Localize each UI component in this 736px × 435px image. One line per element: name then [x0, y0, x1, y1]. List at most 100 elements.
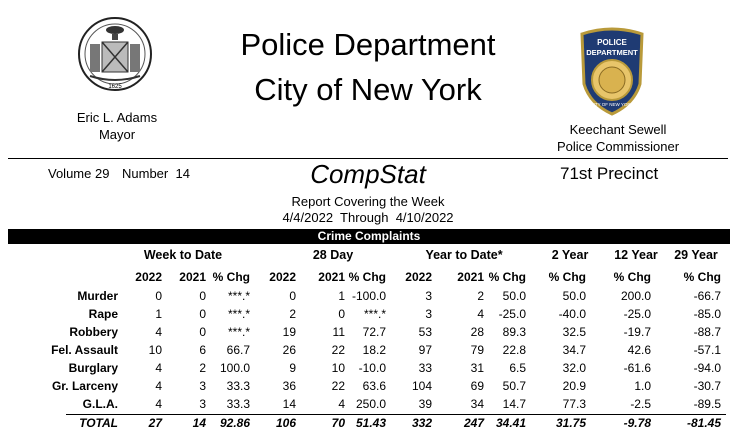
table-cell: 79 — [470, 343, 484, 357]
total-cell: 27 — [148, 416, 162, 430]
column-header: 2021 — [457, 270, 484, 284]
report-covering: Report Covering the Week — [291, 194, 445, 209]
total-cell: 70 — [331, 416, 345, 430]
seal-year: 1625 — [108, 84, 122, 90]
table-cell: 11 — [332, 325, 345, 339]
report-name: CompStat — [310, 159, 426, 189]
table-cell: 4 — [155, 325, 162, 339]
nyc-seal-icon: 1625 — [76, 14, 154, 98]
table-cell: 250.0 — [355, 397, 386, 411]
badge-line1: POLICE — [597, 38, 627, 47]
row-label: Robbery — [69, 325, 118, 339]
column-header: % Chg — [488, 270, 526, 284]
group-2-year: 2 Year — [551, 248, 589, 262]
table-cell: 3 — [199, 397, 206, 411]
table-cell: 66.7 — [226, 343, 250, 357]
commissioner-name: Keechant Sewell — [569, 122, 667, 137]
table-cell: 22.8 — [502, 343, 526, 357]
column-header: % Chg — [613, 270, 651, 284]
table-cell: 0 — [199, 289, 206, 303]
table-cell: 4 — [338, 397, 345, 411]
mayor-title: Mayor — [98, 127, 136, 142]
column-header: % Chg — [212, 270, 250, 284]
table-cell: 42.6 — [627, 343, 651, 357]
table-cell: -30.7 — [693, 379, 721, 393]
table-cell: 200.0 — [620, 289, 651, 303]
table-cell: 34.7 — [562, 343, 586, 357]
row-label: Murder — [77, 289, 118, 303]
table-cell: 4 — [155, 361, 162, 375]
table-cell: 72.7 — [362, 325, 386, 339]
table-cell: -10.0 — [358, 361, 386, 375]
total-cell: 34.41 — [495, 416, 526, 430]
table-cell: 39 — [418, 397, 432, 411]
table-cell: 69 — [470, 379, 484, 393]
table-cell: 100.0 — [219, 361, 250, 375]
table-cell: 50.0 — [502, 289, 526, 303]
table-cell: -25.0 — [623, 307, 651, 321]
column-header: 2021 — [318, 270, 345, 284]
table-cell: -66.7 — [693, 289, 721, 303]
column-header: % Chg — [683, 270, 721, 284]
table-cell: 104 — [411, 379, 432, 393]
table-cell: 20.9 — [562, 379, 586, 393]
table-cell: 0 — [199, 325, 206, 339]
table-cell: 50.0 — [562, 289, 586, 303]
report-dates: 4/4/2022 Through 4/10/2022 — [282, 210, 454, 225]
mayor-name: Eric L. Adams — [76, 110, 158, 125]
table-cell: 4 — [477, 307, 484, 321]
table-cell: 22 — [331, 379, 345, 393]
table-cell: 32.0 — [562, 361, 586, 375]
table-cell: -25.0 — [498, 307, 526, 321]
number-label: Number 14 — [122, 166, 190, 181]
table-cell: -94.0 — [693, 361, 721, 375]
column-header: 2022 — [135, 270, 162, 284]
total-cell: 106 — [275, 416, 296, 430]
table-cell: 63.6 — [362, 379, 386, 393]
total-cell: -9.78 — [623, 416, 651, 430]
table-cell: 77.3 — [562, 397, 586, 411]
column-header: % Chg — [548, 270, 586, 284]
table-cell: 97 — [418, 343, 432, 357]
table-cell: 0 — [155, 289, 162, 303]
table-cell: 19 — [282, 325, 296, 339]
table-cell: 89.3 — [502, 325, 526, 339]
row-label: G.L.A. — [82, 397, 118, 411]
total-cell: -81.45 — [686, 416, 721, 430]
police-badge-icon: POLICE DEPARTMENT CITY OF NEW YORK — [574, 24, 650, 118]
total-cell: 14 — [192, 416, 206, 430]
commissioner-title: Police Commissioner — [556, 139, 680, 154]
total-cell: 31.75 — [555, 416, 586, 430]
table-cell: 0 — [199, 307, 206, 321]
table-cell: 6 — [199, 343, 206, 357]
table-cell: 1 — [338, 289, 345, 303]
table-cell: 10 — [148, 343, 162, 357]
row-label: Gr. Larceny — [51, 379, 118, 393]
badge-line3: CITY OF NEW YORK — [590, 102, 633, 107]
table-cell: -89.5 — [693, 397, 721, 411]
table-cell: 1.0 — [634, 379, 651, 393]
table-cell: -57.1 — [693, 343, 721, 357]
table-cell: 33.3 — [226, 379, 250, 393]
group-week-to-date: Week to Date — [143, 248, 223, 262]
group-year-to-date: Year to Date* — [425, 248, 503, 262]
total-cell: 51.43 — [355, 416, 386, 430]
table-cell: 31 — [470, 361, 484, 375]
table-cell: 50.7 — [502, 379, 526, 393]
table-cell: 4 — [155, 379, 162, 393]
table-cell: 28 — [470, 325, 484, 339]
table-cell: 2 — [199, 361, 206, 375]
group-12-year: 12 Year — [614, 248, 658, 262]
volume-label: Volume 29 — [48, 166, 110, 181]
table-cell: 36 — [282, 379, 296, 393]
table-cell: 33.3 — [226, 397, 250, 411]
column-header: 2021 — [179, 270, 206, 284]
section-header: Crime Complaints — [8, 229, 730, 244]
table-cell: -88.7 — [693, 325, 721, 339]
page-title: Police Department — [240, 27, 496, 62]
column-header: 2022 — [405, 270, 432, 284]
total-cell: 92.86 — [219, 416, 250, 430]
total-divider — [66, 414, 726, 415]
table-cell: 6.5 — [509, 361, 526, 375]
table-cell: 3 — [425, 307, 432, 321]
